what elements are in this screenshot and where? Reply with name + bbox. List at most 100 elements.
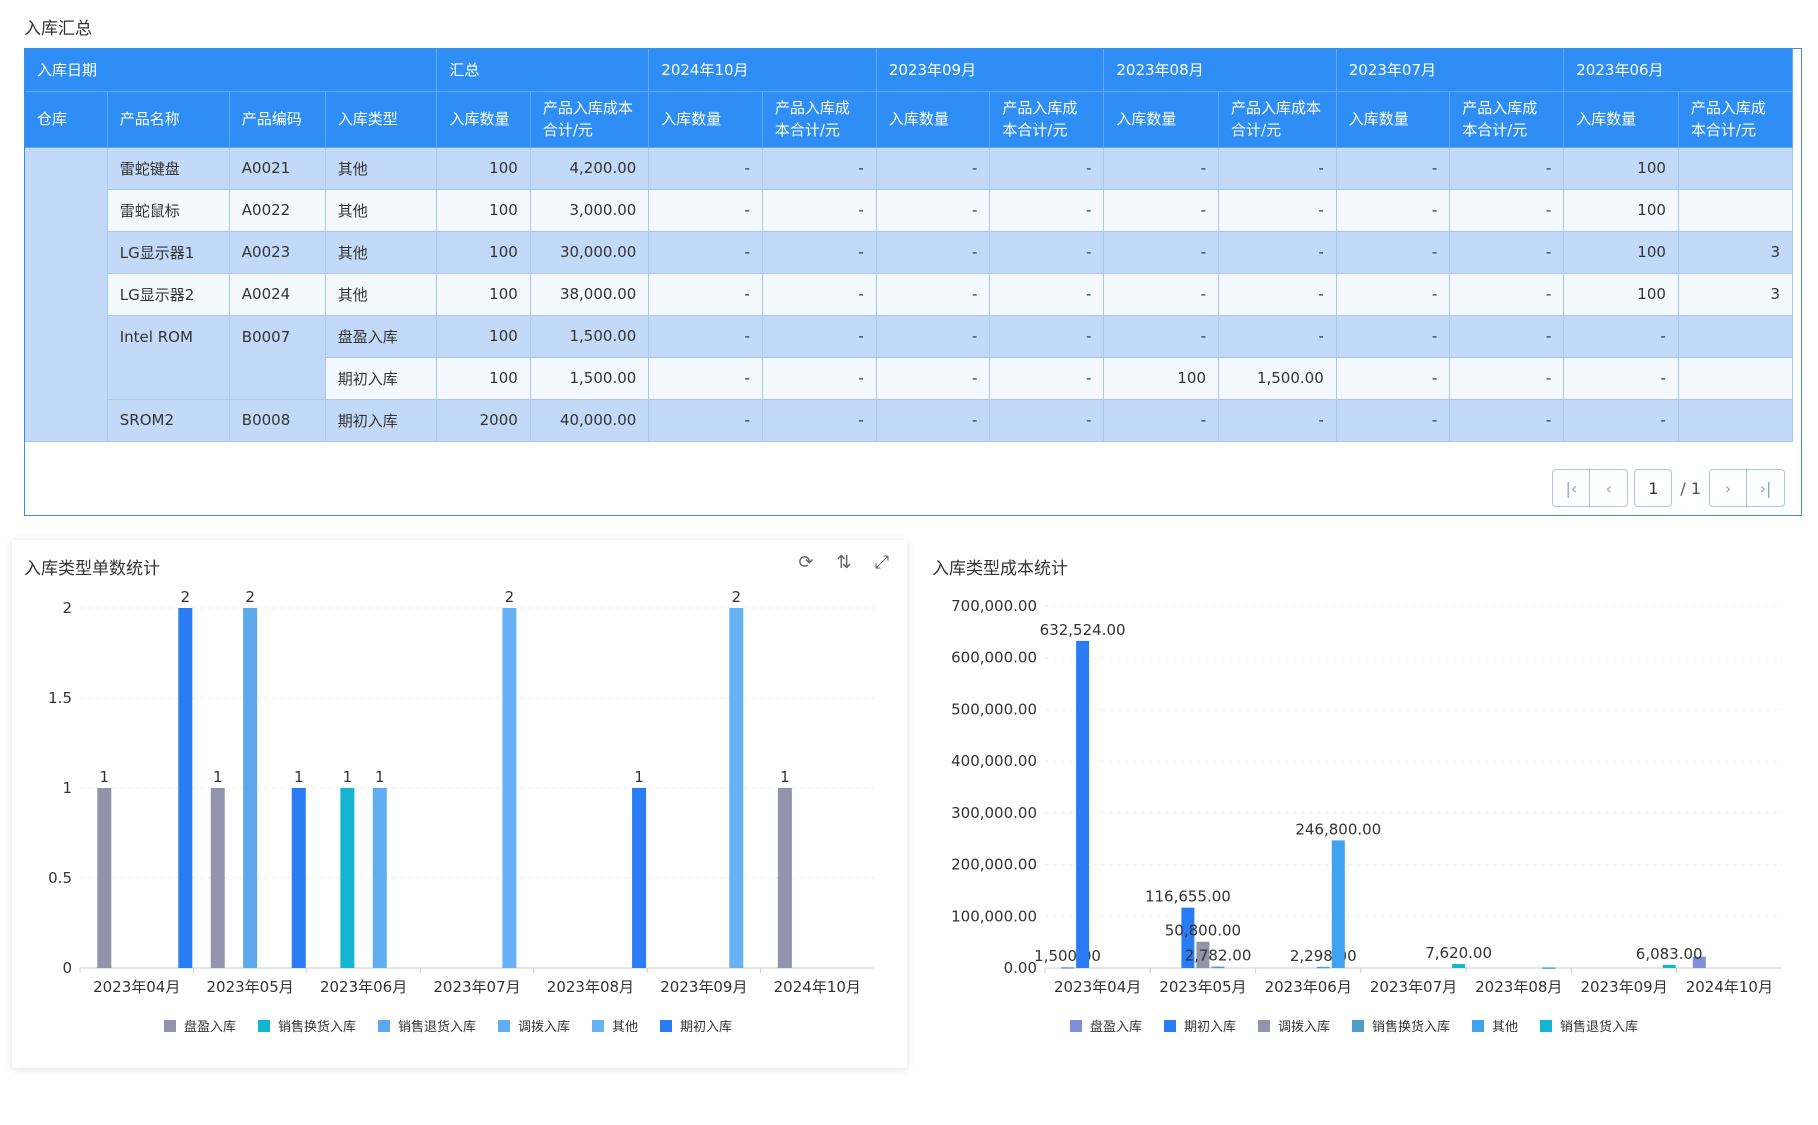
prev-page-icon[interactable]: ‹: [1590, 469, 1629, 507]
data-label: 116,655.00: [1145, 888, 1231, 906]
column-header: 入库数量: [1336, 91, 1451, 148]
column-header: 入库数量: [876, 91, 991, 148]
table-cell: -: [1336, 189, 1451, 232]
table-cell: -: [1218, 399, 1337, 442]
y-tick-label: 200,000.00: [951, 856, 1037, 874]
table-cell: -: [1218, 189, 1337, 232]
refresh-icon[interactable]: ⟳: [798, 552, 814, 573]
table-cell: -: [648, 189, 763, 232]
table-cell: -: [762, 189, 877, 232]
table-cell: -: [1563, 357, 1679, 400]
column-header: 入库数量: [648, 91, 763, 148]
table-row[interactable]: 期初入库 100 1,500.00- - - -100 1,500.00- - -: [25, 357, 1793, 400]
y-tick-label: 500,000.00: [951, 700, 1037, 718]
legend-label: 期初入库: [1184, 1019, 1236, 1035]
table-cell: -: [648, 147, 763, 190]
table-cell: -: [876, 231, 991, 274]
table-cell: 2000: [436, 399, 531, 442]
y-tick-label: 400,000.00: [951, 752, 1037, 770]
data-label: 2,298.00: [1290, 947, 1357, 965]
count-chart: 0 0.5 1 1.5 2 2023年04月 2023年05月 2023年06月 2023年07…: [48, 588, 874, 1035]
table-cell: SROM2: [107, 399, 230, 442]
next-page-icon[interactable]: ›: [1709, 469, 1747, 507]
table-cell: 100: [436, 357, 531, 400]
table-row[interactable]: 雷蛇键盘 A0021 其他 100 4,200.00- - - - - - - -100: [25, 147, 1793, 442]
table-cell: -: [1103, 315, 1220, 358]
column-header: 入库数量: [1563, 91, 1679, 148]
column-header: 产品入库成本合计/元: [1218, 91, 1337, 148]
page-number-input[interactable]: 1: [1634, 469, 1673, 507]
table-cell: -: [1449, 189, 1565, 232]
data-label: 1,500.00: [1034, 947, 1101, 965]
table-row[interactable]: 雷蛇鼠标 A0022 其他 100 3,000.00- - - - - - - -100: [25, 189, 1793, 232]
table-cell: 30,000.00: [530, 231, 650, 274]
table-cell: -: [1103, 231, 1220, 274]
table-cell: -: [1103, 399, 1220, 442]
table-scroll-area[interactable]: 入库日期 汇总 2024年10月 2023年09月 2023年08月 2023年…: [25, 49, 1793, 461]
table-row[interactable]: SROM2 B0008 期初入库 2000 40,000.00- - - - - - - - -: [25, 399, 1793, 442]
table-row[interactable]: LG显示器2 A0024 其他 100 38,000.00- - - - - - - -100 3: [25, 273, 1793, 316]
table-cell: -: [1218, 273, 1337, 316]
table-cell: 3,000.00: [530, 189, 650, 232]
table-cell: Intel ROM: [107, 315, 230, 400]
column-header: 产品入库成本合计/元: [762, 91, 877, 148]
bar: [372, 788, 387, 968]
table-row[interactable]: LG显示器1 A0023 其他 100 30,000.00- - - - - - - -100 3: [25, 231, 1793, 274]
data-label: 1: [213, 768, 223, 786]
table-cell: 38,000.00: [530, 273, 650, 316]
table-cell: -: [876, 273, 991, 316]
table-row[interactable]: Intel ROM B0007 盘盈入库 100 1,500.00- - - - - - - - -: [25, 315, 1793, 400]
table-cell: [1678, 189, 1793, 232]
y-tick-label: 600,000.00: [951, 649, 1037, 667]
column-header: 入库数量: [1103, 91, 1220, 148]
bar: [1542, 967, 1556, 969]
bar: [97, 788, 112, 968]
data-label: 632,524.00: [1040, 621, 1126, 639]
table-cell: 期初入库: [325, 399, 438, 442]
legend-label: 调拨入库: [1278, 1019, 1330, 1035]
legend-swatch: [1540, 1020, 1552, 1032]
table-cell: 100: [1563, 231, 1679, 274]
bar: [1662, 964, 1676, 968]
group-header-month: 2024年10月: [648, 49, 877, 92]
x-tick-label: 2023年07月: [1370, 978, 1457, 996]
table-cell: 40,000.00: [530, 399, 650, 442]
bar: [1061, 967, 1075, 969]
legend-label: 销售换货入库: [1372, 1019, 1450, 1035]
legend-swatch: [592, 1020, 604, 1032]
table-cell: -: [762, 399, 877, 442]
table-cell: -: [989, 357, 1105, 400]
table-cell: -: [1218, 231, 1337, 274]
table-cell: -: [1449, 399, 1565, 442]
table-cell: -: [876, 399, 991, 442]
sort-icon[interactable]: ⇅: [836, 552, 852, 573]
last-page-icon[interactable]: ›|: [1747, 469, 1785, 507]
y-tick-label: 1: [62, 779, 72, 797]
data-label: 1: [634, 768, 644, 786]
table-cell: 1,500.00: [530, 357, 650, 400]
data-label: 1: [375, 768, 385, 786]
fullscreen-icon[interactable]: ⤢: [874, 552, 890, 573]
table-cell: -: [876, 357, 991, 400]
data-label: 2,782.00: [1185, 947, 1252, 965]
table-cell: -: [989, 147, 1105, 190]
y-tick-label: 700,000.00: [951, 597, 1037, 615]
x-tick-label: 2023年09月: [660, 978, 747, 996]
column-header: 入库数量: [436, 91, 531, 148]
table-cell: -: [1449, 357, 1565, 400]
table-cell: -: [1563, 315, 1679, 358]
first-page-icon[interactable]: |‹: [1552, 469, 1591, 507]
bar: [1196, 941, 1210, 968]
table-cell: 100: [1563, 147, 1679, 190]
table-cell: -: [1103, 147, 1220, 190]
data-label: 50,800.00: [1165, 922, 1241, 940]
table-cell: -: [1449, 231, 1565, 274]
bar: [1331, 840, 1345, 968]
table-cell: -: [648, 357, 763, 400]
table-cell: -: [1336, 231, 1451, 274]
y-tick-label: 1.5: [48, 689, 72, 707]
data-label: 1: [100, 768, 110, 786]
table-cell: -: [648, 273, 763, 316]
data-label: 2: [505, 588, 515, 606]
legend-swatch: [164, 1020, 176, 1032]
